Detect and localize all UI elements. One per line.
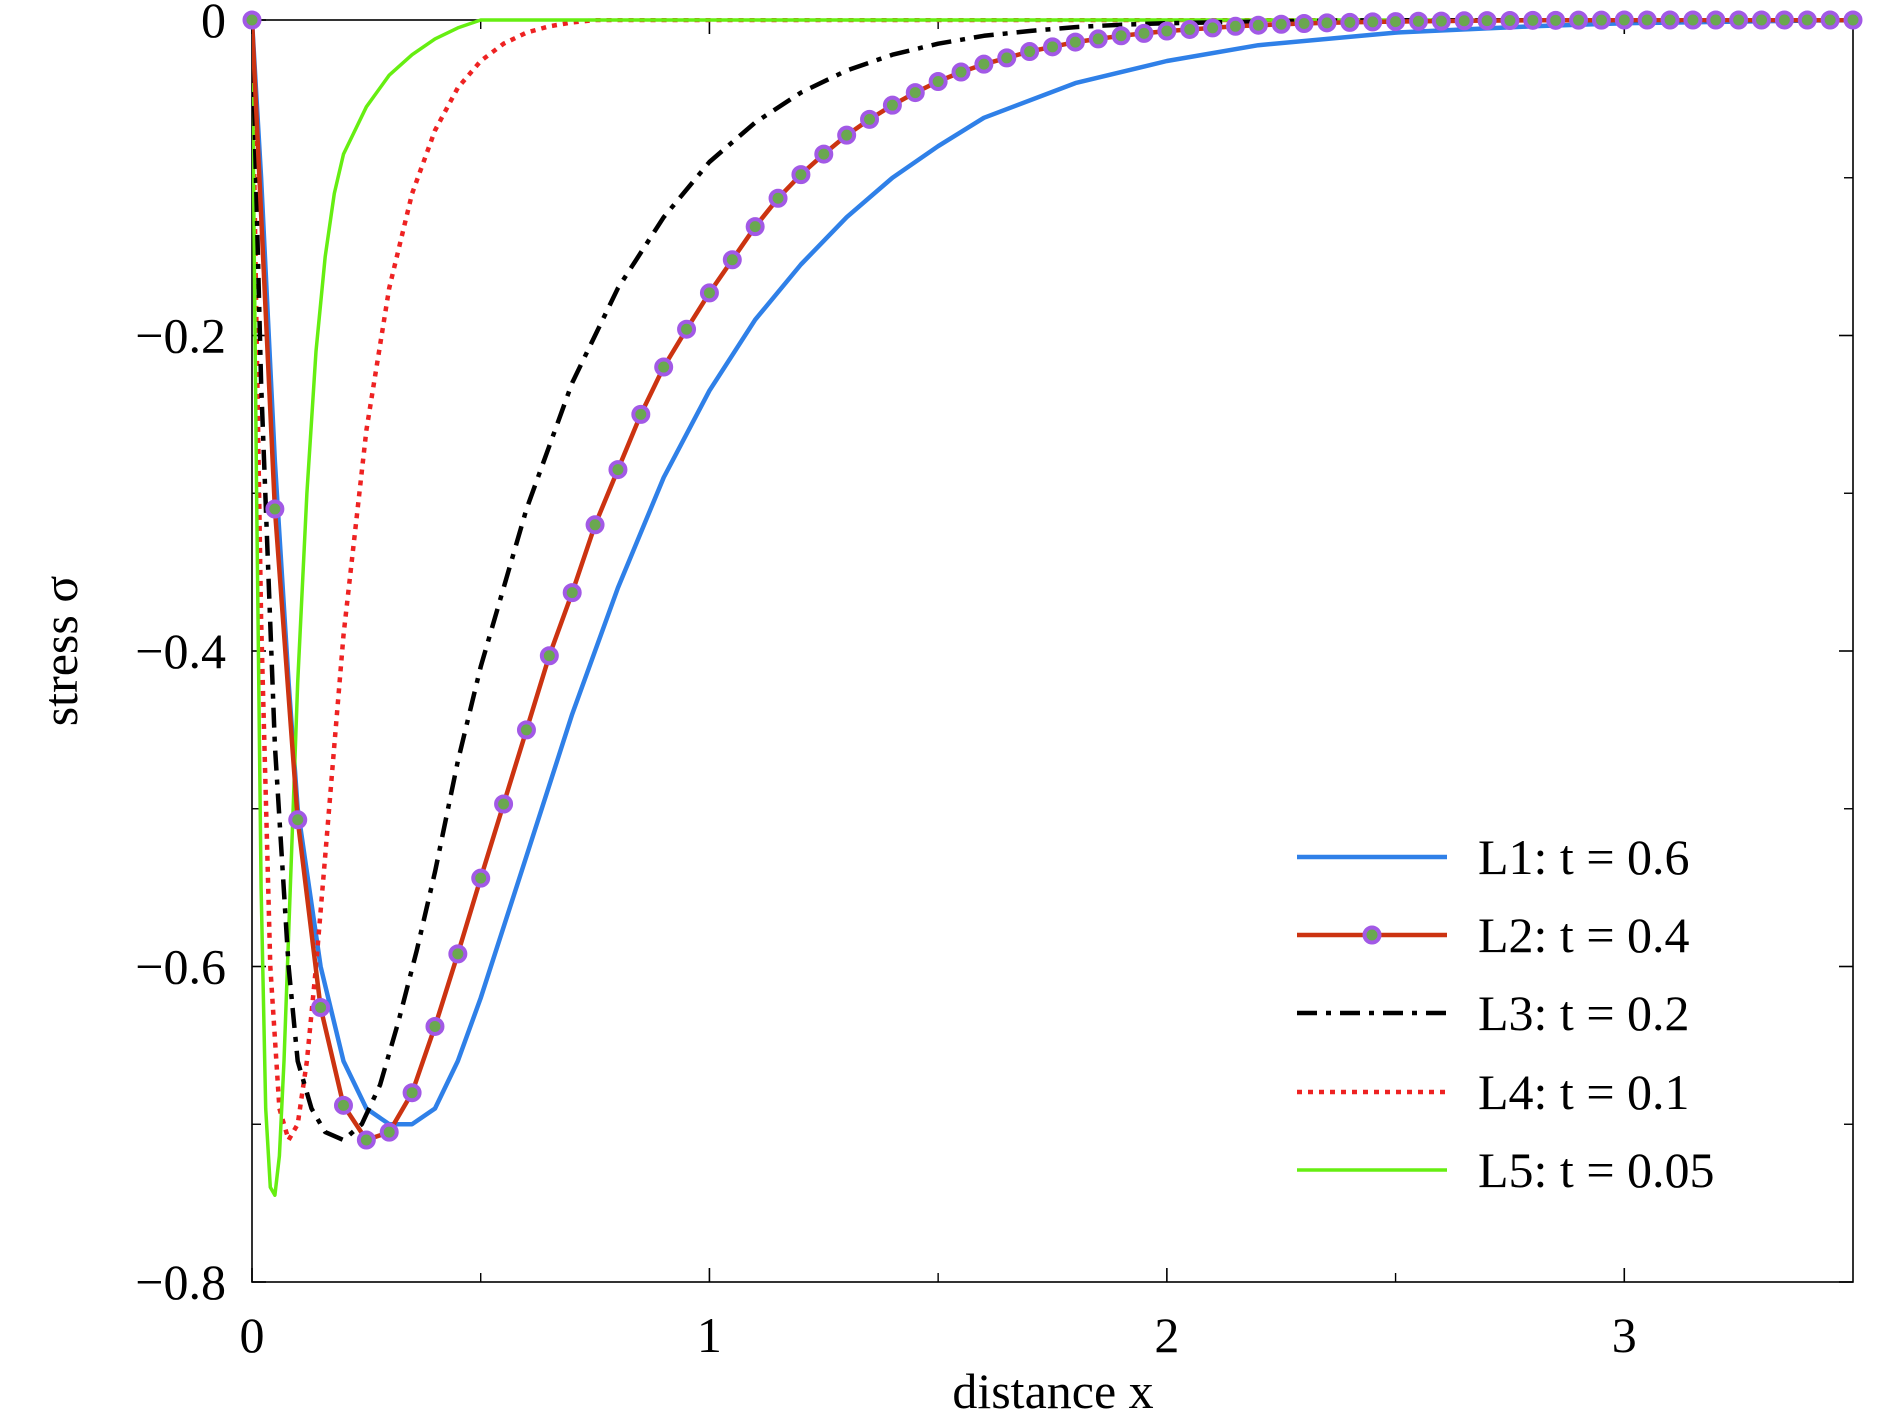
series-marker-L2 (1157, 21, 1177, 41)
legend-label-L5: L5: t = 0.05 (1478, 1142, 1715, 1198)
series-marker-L2 (265, 499, 285, 519)
series-marker-L2 (1363, 12, 1383, 32)
series-marker-L2 (494, 794, 514, 814)
series-line-L3 (252, 18, 1853, 1143)
plot-area (251, 19, 1854, 1283)
series-marker-L2 (1203, 18, 1223, 38)
series-marker-L2 (1500, 10, 1520, 30)
series-line-L1 (252, 18, 1854, 1127)
series-marker-L2 (562, 583, 582, 603)
series-marker-L2 (471, 868, 491, 888)
legend-label-L1: L1: t = 0.6 (1478, 829, 1690, 885)
series-marker-L2 (1774, 10, 1794, 30)
series-marker-L2 (1477, 11, 1497, 31)
series-marker-L2 (1591, 10, 1611, 30)
series-marker-L2 (1065, 32, 1085, 52)
series-marker-L2 (1820, 10, 1840, 30)
series-marker-L2 (1614, 10, 1634, 30)
x-tick-label: 0 (240, 1307, 265, 1363)
series-marker-L2 (539, 646, 559, 666)
axis-ticks: 0 1 2 3 0 −0.2 −0.4 −0.6 −0.8 (135, 0, 1853, 1363)
x-tick-label: 2 (1154, 1307, 1179, 1363)
series-marker-L2 (974, 54, 994, 74)
series-marker-L2 (1340, 12, 1360, 32)
series-marker-L2 (677, 319, 697, 339)
series-marker-L2 (768, 188, 788, 208)
series-marker-L2 (745, 217, 765, 237)
series-marker-L2 (1088, 29, 1108, 49)
series-marker-L2 (951, 62, 971, 82)
series-marker-L2 (882, 95, 902, 115)
series-marker-L2 (1843, 10, 1863, 30)
y-tick-label: 0 (201, 0, 226, 48)
legend-label-L2: L2: t = 0.4 (1478, 907, 1690, 963)
legend: L1: t = 0.6 L2: t = 0.4 L3: t = 0.2 L4: t =… (1297, 829, 1715, 1198)
series-marker-L2 (905, 83, 925, 103)
series-marker-L2 (1225, 16, 1245, 36)
series-marker-L2 (356, 1130, 376, 1150)
series-marker-L2 (425, 1016, 445, 1036)
series-marker-L2 (1797, 10, 1817, 30)
series-marker-L2 (997, 48, 1017, 68)
marker-layer (242, 10, 1863, 1150)
series-marker-L2 (1294, 13, 1314, 33)
series-marker-L2 (1043, 37, 1062, 57)
series-marker-L2 (333, 1095, 353, 1115)
y-tick-label: −0.2 (135, 308, 226, 364)
y-tick-label: −0.4 (135, 623, 226, 679)
series-marker-L2 (402, 1083, 422, 1103)
series-marker-L2 (1317, 13, 1337, 33)
series-marker-L2 (1546, 10, 1566, 30)
y-axis-label: stress σ (32, 576, 88, 727)
series-marker-L2 (1706, 10, 1726, 30)
legend-marker-L2 (1362, 925, 1382, 945)
series-marker-L2 (1683, 10, 1703, 30)
series-marker-L2 (242, 10, 262, 30)
legend-label-L4: L4: t = 0.1 (1478, 1064, 1690, 1120)
series-marker-L2 (1660, 10, 1680, 30)
series-marker-L2 (516, 720, 536, 740)
series-marker-L2 (1637, 10, 1657, 30)
series-marker-L2 (1248, 15, 1268, 35)
series-marker-L2 (860, 109, 880, 129)
series-marker-L2 (1729, 10, 1749, 30)
series-marker-L2 (585, 515, 605, 535)
series-marker-L2 (1386, 12, 1406, 32)
series-marker-L2 (837, 125, 857, 145)
series-marker-L2 (608, 460, 628, 480)
x-axis-label: distance x (952, 1363, 1153, 1413)
series-marker-L2 (1752, 10, 1772, 30)
series-marker-L2 (448, 944, 468, 964)
series-marker-L2 (1271, 14, 1291, 34)
legend-label-L3: L3: t = 0.2 (1478, 985, 1690, 1041)
series-marker-L2 (814, 144, 834, 164)
x-tick-label: 3 (1612, 1307, 1637, 1363)
series-marker-L2 (1111, 26, 1131, 46)
series-marker-L2 (1431, 11, 1451, 31)
series-marker-L2 (379, 1122, 399, 1142)
series-marker-L2 (1020, 42, 1040, 62)
series-marker-L2 (1569, 10, 1589, 30)
y-tick-label: −0.6 (135, 939, 226, 995)
series-marker-L2 (1408, 11, 1428, 31)
series-marker-L2 (1180, 19, 1200, 39)
series-marker-L2 (288, 810, 308, 830)
x-tick-label: 1 (697, 1307, 722, 1363)
series-marker-L2 (722, 250, 742, 270)
series-marker-L2 (928, 72, 948, 92)
series-marker-L2 (631, 404, 651, 424)
series-marker-L2 (791, 165, 811, 185)
series-marker-L2 (311, 998, 331, 1018)
series-marker-L2 (699, 283, 719, 303)
series-marker-L2 (1523, 10, 1543, 30)
series-marker-L2 (654, 357, 674, 377)
series-marker-L2 (1454, 11, 1474, 31)
series-marker-L2 (1134, 23, 1154, 43)
y-tick-label: −0.8 (135, 1254, 226, 1310)
series-line-L5 (252, 18, 1853, 1197)
